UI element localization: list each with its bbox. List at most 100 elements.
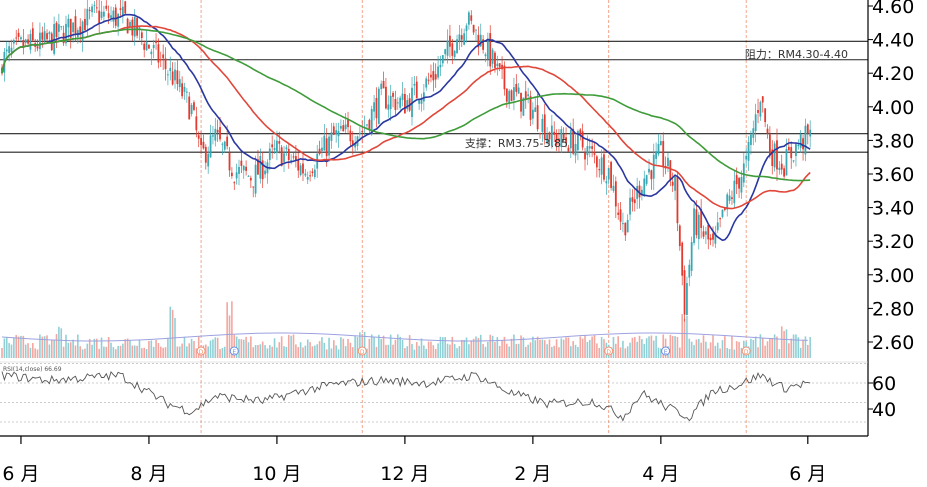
candle-body bbox=[693, 208, 695, 243]
x-tick-label: 6 月 bbox=[2, 463, 39, 485]
candle-body bbox=[610, 161, 612, 188]
candle-body bbox=[574, 143, 577, 156]
candle bbox=[678, 224, 681, 251]
candle bbox=[790, 141, 793, 169]
candle-body bbox=[503, 65, 506, 90]
candle-body bbox=[636, 186, 639, 199]
candle-body bbox=[460, 35, 463, 40]
volume-bar bbox=[759, 334, 762, 358]
candle-body bbox=[591, 146, 594, 149]
candle-body bbox=[145, 42, 148, 51]
candle-body bbox=[5, 49, 8, 52]
candle bbox=[752, 120, 755, 146]
candle bbox=[84, 8, 86, 31]
volume-bar bbox=[178, 346, 181, 358]
volume-bar bbox=[560, 338, 563, 358]
candle bbox=[731, 190, 733, 205]
event-marker-circle bbox=[357, 346, 367, 356]
volume-bar bbox=[780, 326, 783, 358]
volume-bar bbox=[690, 341, 693, 358]
candle bbox=[527, 87, 530, 104]
volume-bar bbox=[117, 345, 119, 358]
candle bbox=[645, 174, 648, 187]
candle-body bbox=[735, 175, 738, 185]
volume-bar bbox=[287, 334, 290, 358]
candle bbox=[702, 225, 705, 240]
candle-body bbox=[304, 173, 307, 176]
candle-body bbox=[138, 27, 141, 30]
candle bbox=[750, 130, 752, 155]
candle-body bbox=[645, 175, 648, 184]
volume-bar bbox=[484, 346, 487, 358]
volume-bar bbox=[321, 337, 323, 358]
candle-body bbox=[162, 54, 165, 59]
candle-body bbox=[740, 177, 743, 193]
price-tick-label: 4.00 bbox=[872, 97, 914, 119]
candle bbox=[432, 62, 435, 92]
candle-body bbox=[790, 147, 793, 159]
candle-body bbox=[273, 148, 276, 151]
volume-bar bbox=[636, 341, 638, 358]
volume-bar bbox=[773, 334, 776, 358]
candle-body bbox=[98, 10, 101, 23]
candle bbox=[427, 72, 430, 85]
candle-body bbox=[686, 283, 688, 316]
candle bbox=[67, 14, 70, 38]
candle-body bbox=[712, 233, 714, 240]
candle-body bbox=[778, 167, 781, 171]
volume-bar bbox=[53, 340, 55, 358]
candle bbox=[562, 127, 565, 142]
candle bbox=[200, 131, 202, 155]
candle bbox=[797, 139, 800, 150]
candle bbox=[79, 18, 82, 44]
candle-body bbox=[124, 1, 127, 14]
volume-bar bbox=[449, 344, 451, 358]
candle bbox=[335, 122, 338, 143]
candle bbox=[297, 152, 300, 179]
rsi-tick-label: 60 bbox=[872, 373, 896, 395]
candle-body bbox=[197, 135, 200, 139]
candle-body bbox=[721, 209, 724, 217]
volume-bar bbox=[46, 335, 48, 358]
volume-bar bbox=[432, 345, 435, 358]
candle bbox=[389, 84, 392, 121]
candle-body bbox=[733, 180, 736, 204]
candle bbox=[214, 118, 217, 147]
candle bbox=[145, 30, 148, 51]
candle-body bbox=[36, 46, 39, 49]
candle-body bbox=[766, 128, 769, 134]
candle bbox=[368, 118, 371, 134]
candle bbox=[560, 125, 563, 153]
event-marker: D bbox=[357, 346, 367, 356]
volume-bar bbox=[619, 347, 622, 358]
volume-bar bbox=[354, 335, 356, 358]
volume-bar bbox=[316, 344, 319, 358]
candle-body bbox=[396, 102, 399, 104]
candle-body bbox=[24, 39, 27, 43]
price-tick-label: 4.20 bbox=[872, 63, 914, 85]
candle-body bbox=[297, 159, 300, 171]
volume-bar bbox=[394, 339, 397, 358]
candle bbox=[193, 100, 195, 112]
candle bbox=[475, 29, 477, 42]
candle-body bbox=[527, 94, 530, 96]
candle-body bbox=[579, 129, 582, 135]
candle-body bbox=[520, 92, 522, 112]
volume-bar bbox=[96, 338, 98, 358]
volume-bar bbox=[579, 336, 582, 358]
volume-bar bbox=[707, 348, 710, 358]
candle bbox=[584, 147, 586, 171]
volume-bar bbox=[344, 346, 347, 358]
candle-body bbox=[453, 50, 456, 58]
candle-body bbox=[728, 195, 731, 201]
rsi-indicator-label: RSI(14,close) 66.69 bbox=[3, 366, 62, 373]
candle bbox=[515, 74, 518, 97]
candle bbox=[43, 22, 46, 45]
volume-bar bbox=[3, 338, 6, 358]
volume-bar bbox=[79, 346, 82, 358]
volume-bar bbox=[536, 336, 539, 358]
x-tick-label: 2 月 bbox=[514, 463, 551, 485]
candle-body bbox=[389, 95, 392, 110]
volume-bar bbox=[181, 343, 183, 358]
candle-body bbox=[498, 63, 501, 68]
